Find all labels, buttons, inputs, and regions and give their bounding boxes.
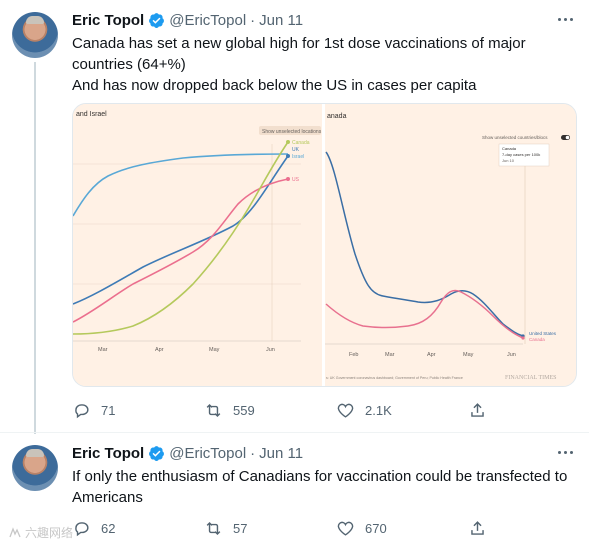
x-tick-label: Apr	[427, 352, 436, 358]
tweet[interactable]: Eric Topol @EricTopol · Jun 11 Canada ha…	[0, 0, 589, 434]
share-button[interactable]	[468, 399, 512, 421]
share-button[interactable]	[468, 517, 512, 539]
share-icon	[471, 520, 484, 535]
more-options-icon[interactable]	[555, 12, 575, 26]
like-button[interactable]: 2.1K	[336, 399, 468, 421]
retweet-count: 57	[233, 520, 248, 536]
right-chart-title: anada	[327, 113, 347, 120]
tooltip-line: Canada	[502, 146, 517, 151]
x-tick-label: Mar	[98, 347, 108, 353]
tweet-text-line: And has now dropped back below the US in…	[72, 77, 477, 94]
tweet-media[interactable]: and Israel Show unselected locations	[72, 103, 577, 387]
series-line-canada-cases	[325, 289, 524, 339]
separator-dot: ·	[250, 444, 256, 462]
series-label-canada: Canada	[292, 140, 310, 146]
left-chart-panel: and Israel Show unselected locations	[73, 104, 322, 386]
x-tick-label: May	[463, 352, 474, 358]
left-chart-title: and Israel	[76, 111, 107, 118]
series-line-us-cases	[325, 151, 524, 337]
like-button[interactable]: 670	[336, 517, 468, 539]
reply-icon	[75, 403, 89, 418]
tweet-text-line: If only the enthusiasm of Canadians for …	[72, 468, 568, 485]
tweet-text: Canada has set a new global high for 1st…	[72, 33, 577, 96]
left-toggle-label: Show unselected locations	[262, 129, 322, 135]
retweet-count: 559	[233, 402, 255, 418]
tweet-actions: 71 559 2.1K	[72, 399, 512, 421]
series-label-israel: Israel	[292, 154, 304, 160]
tooltip-line: 7-day cases per 100k	[502, 152, 540, 157]
tweet-text-line: Americans	[72, 489, 143, 506]
chart-source: s: UK Government coronavirus dashboard; …	[326, 376, 463, 380]
retweet-icon	[206, 403, 221, 417]
watermark-text: 六趣网络	[25, 526, 74, 540]
x-tick-label: Feb	[349, 352, 358, 358]
tweet-header: Eric Topol @EricTopol · Jun 11	[72, 10, 303, 30]
author-name[interactable]: Eric Topol	[72, 444, 145, 462]
tweet-date[interactable]: Jun 11	[259, 444, 304, 462]
x-tick-label: Mar	[385, 352, 395, 358]
heart-icon	[337, 521, 354, 536]
retweet-button[interactable]: 559	[204, 399, 336, 421]
ft-logo: FINANCIAL TIMES	[505, 375, 557, 381]
reply-count: 62	[101, 520, 116, 536]
right-toggle-label: Show unselected countries/blocs	[482, 135, 548, 140]
series-line-canada	[73, 141, 289, 335]
tooltip-line: Jun 10	[502, 158, 515, 163]
heart-icon	[337, 403, 354, 418]
tweet-text-line: Canada has set a new global high for 1st…	[72, 35, 526, 52]
retweet-button[interactable]: 57	[204, 517, 336, 539]
verified-badge-icon	[149, 445, 165, 461]
author-handle[interactable]: @EricTopol	[169, 11, 247, 29]
tweet-text: If only the enthusiasm of Canadians for …	[72, 466, 577, 508]
series-label-us: US	[292, 177, 300, 183]
share-icon	[471, 402, 484, 417]
x-tick-label: Apr	[155, 347, 164, 353]
separator-dot: ·	[250, 11, 256, 29]
tweet-actions: 62 57 670	[72, 517, 512, 539]
series-line-israel	[73, 153, 289, 217]
like-count: 2.1K	[365, 402, 392, 418]
reply-icon	[75, 521, 89, 536]
author-handle[interactable]: @EricTopol	[169, 444, 247, 462]
avatar[interactable]	[12, 12, 58, 58]
tweet[interactable]: Eric Topol @EricTopol · Jun 11 If only t…	[0, 432, 589, 547]
x-tick-label: Jun	[507, 352, 516, 358]
x-tick-label: May	[209, 347, 220, 353]
verified-badge-icon	[149, 12, 165, 28]
avatar[interactable]	[12, 445, 58, 491]
right-chart-panel: anada Show unselected countries/blocs Ca…	[325, 104, 576, 386]
reply-count: 71	[101, 402, 116, 418]
watermark-icon	[9, 526, 21, 537]
x-tick-label: Jun	[266, 347, 275, 353]
series-label-uk: UK	[292, 147, 300, 153]
tweet-header: Eric Topol @EricTopol · Jun 11	[72, 443, 303, 463]
reply-button[interactable]: 71	[72, 399, 204, 421]
tweet-date[interactable]: Jun 11	[259, 11, 304, 29]
series-label-us-cases: United States	[529, 331, 557, 336]
watermark: 六趣网络	[8, 524, 73, 541]
like-count: 670	[365, 520, 387, 536]
tweet-text-line: countries (64+%)	[72, 56, 186, 73]
more-options-icon[interactable]	[555, 445, 575, 459]
series-label-canada-cases: Canada	[529, 337, 545, 342]
author-name[interactable]: Eric Topol	[72, 11, 145, 29]
series-line-us	[73, 178, 289, 323]
reply-button[interactable]: 62	[72, 517, 204, 539]
retweet-icon	[206, 521, 221, 535]
series-line-uk	[73, 155, 289, 305]
thread-connector	[34, 62, 36, 434]
